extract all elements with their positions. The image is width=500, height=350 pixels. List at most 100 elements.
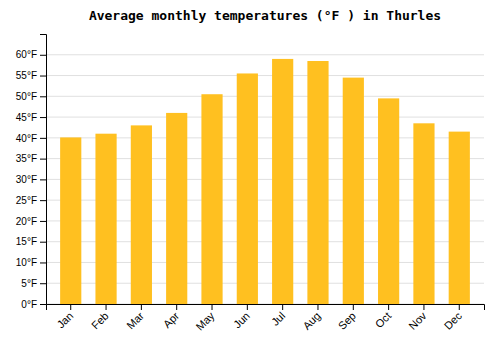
y-tick-mark (40, 179, 46, 180)
bar (378, 98, 399, 304)
y-tick: 30°F (16, 174, 46, 185)
y-tick-label: 55°F (16, 70, 37, 81)
x-tick: Jan (54, 304, 75, 331)
y-tick-label: 10°F (16, 257, 37, 268)
y-tick-mark (40, 117, 46, 118)
x-tick: Sep (336, 304, 358, 332)
y-tick: 10°F (16, 257, 46, 268)
x-tick-label: Sep (336, 310, 358, 332)
bar (307, 61, 328, 304)
grid-line (46, 54, 484, 55)
grid-line (46, 117, 484, 118)
x-tick: Feb (89, 304, 111, 331)
bar (201, 94, 222, 304)
x-axis: Jan Feb Mar Apr May Jun Jul Aug Sep Oct Nov Dec (47, 304, 485, 333)
bar (95, 134, 116, 304)
x-tick: Dec (442, 304, 465, 332)
y-tick-label: 25°F (16, 195, 37, 206)
grid (46, 55, 484, 304)
y-tick: 55°F (16, 70, 46, 81)
x-tick-mark (176, 304, 177, 310)
x-tick-label: Oct (373, 310, 394, 331)
x-tick-mark (70, 304, 71, 310)
y-tick: 50°F (16, 91, 46, 102)
y-tick-label: 20°F (16, 216, 37, 227)
x-tick: Mar (124, 304, 146, 331)
bar (272, 59, 293, 304)
x-tick-mark (106, 304, 107, 310)
y-tick: 35°F (16, 153, 46, 164)
x-tick-mark (317, 304, 318, 310)
y-tick-label: 15°F (16, 236, 37, 247)
y-tick-mark (40, 138, 46, 139)
y-tick: 5°F (21, 278, 46, 289)
y-tick-label: 50°F (16, 91, 37, 102)
x-axis-line (47, 305, 485, 311)
y-tick: 15°F (16, 236, 46, 247)
x-tick: May (194, 304, 218, 333)
x-tick-mark (459, 304, 460, 310)
y-tick-mark (40, 55, 46, 56)
y-tick: 40°F (16, 133, 46, 144)
x-tick: Apr (161, 304, 182, 330)
x-tick-mark (388, 304, 389, 310)
y-tick-mark (40, 96, 46, 97)
x-tick-label: Mar (124, 309, 146, 331)
x-tick-label: Jul (269, 310, 287, 328)
bar (413, 123, 434, 304)
x-tick-label: Jun (231, 310, 252, 331)
x-tick-mark (212, 304, 213, 310)
y-tick-label: 45°F (16, 112, 37, 123)
y-tick: 25°F (16, 195, 46, 206)
grid-line (46, 75, 484, 76)
grid-line (46, 96, 484, 97)
bar (60, 137, 81, 304)
y-axis: 0°F 5°F 10°F 15°F 20°F 25°F 30°F 35°F 40°F 45°F 50… (16, 35, 47, 310)
bars (60, 59, 470, 304)
x-tick-mark (141, 304, 142, 310)
y-tick-label: 30°F (16, 174, 37, 185)
y-tick: 0°F (21, 299, 46, 310)
y-tick: 45°F (16, 112, 46, 123)
x-tick-mark (282, 304, 283, 310)
bar (343, 78, 364, 304)
title: Average monthly temperatures (°F ) in Th… (89, 8, 441, 23)
y-tick-label: 5°F (21, 278, 37, 289)
plot-area: Jan Feb Mar Apr May Jun Jul Aug Sep Oct Nov Dec 0°F 5… (16, 35, 485, 333)
y-tick-label: 0°F (21, 299, 37, 310)
y-tick-mark (40, 283, 46, 284)
y-tick-mark (40, 200, 46, 201)
x-tick-mark (423, 304, 424, 310)
y-axis-line (40, 35, 47, 305)
x-tick-label: Dec (442, 309, 465, 332)
x-tick-label: Apr (161, 309, 182, 330)
y-tick-mark (40, 242, 46, 243)
chart: Jan Feb Mar Apr May Jun Jul Aug Sep Oct Nov Dec 0°F 5… (0, 0, 500, 350)
x-tick: Aug (300, 304, 322, 332)
x-tick-mark (247, 304, 248, 310)
x-tick-label: Nov (406, 309, 429, 332)
bar (449, 132, 470, 304)
x-tick: Nov (406, 304, 429, 332)
x-tick: Oct (373, 304, 394, 330)
y-tick-label: 40°F (16, 133, 37, 144)
x-tick-mark (353, 304, 354, 310)
x-tick-label: Aug (300, 310, 322, 332)
bar (131, 125, 152, 304)
y-tick: 20°F (16, 216, 46, 227)
y-tick-mark (40, 221, 46, 222)
y-tick-mark (40, 159, 46, 160)
x-tick-label: Jan (54, 310, 75, 331)
y-tick-label: 60°F (16, 49, 37, 60)
x-tick-label: May (194, 309, 218, 333)
y-tick-mark (40, 76, 46, 77)
bar (166, 113, 187, 304)
y-tick-mark (40, 262, 46, 263)
x-tick: Jul (269, 304, 287, 328)
y-tick-mark (40, 304, 46, 305)
y-tick: 60°F (16, 49, 46, 60)
x-tick-label: Feb (89, 310, 111, 332)
bar (237, 73, 258, 304)
x-tick: Jun (231, 304, 252, 331)
y-tick-label: 35°F (16, 153, 37, 164)
